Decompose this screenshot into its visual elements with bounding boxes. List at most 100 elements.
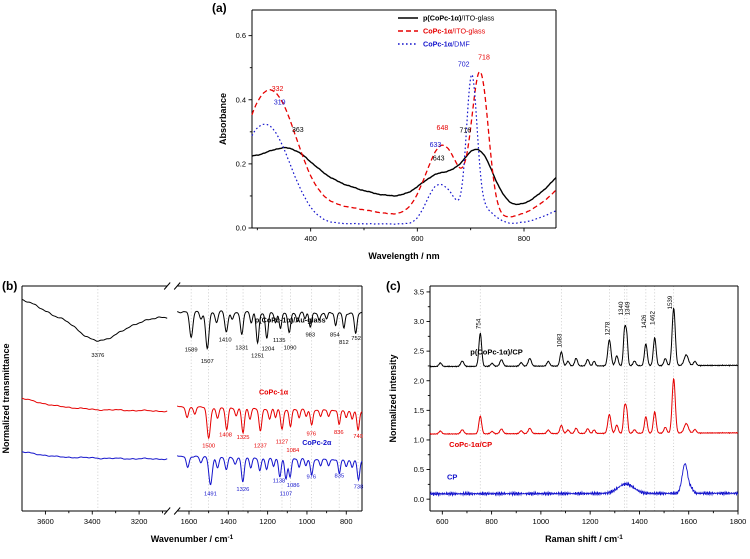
trace-label: p(CoPc-1α)/Au-glass xyxy=(255,316,326,325)
series xyxy=(21,298,363,486)
uvvis-absorbance-chart: 400 600 800 0.0 0.2 0.4 0.6 Wavelength / nm Abso… xyxy=(218,9,557,261)
peak-label: 1237 xyxy=(254,443,267,449)
svg-text:3.5: 3.5 xyxy=(414,288,424,297)
x-axis-label: Wavenumber / cm-1 xyxy=(151,534,234,544)
legend-item-label: CoPc-1α/ITO-glass xyxy=(423,27,486,36)
series-CoPc-1α xyxy=(21,397,363,440)
trace-label: p(CoPc-1α)/CP xyxy=(470,348,523,357)
trace-label: CoPc-2α xyxy=(302,438,332,447)
peak-label: 1331 xyxy=(235,345,248,351)
svg-text:0.5: 0.5 xyxy=(414,465,424,474)
gridlines xyxy=(97,286,359,511)
peak-label: 836 xyxy=(334,430,344,436)
peak-label: 1251 xyxy=(251,354,264,360)
svg-text:1800: 1800 xyxy=(730,517,747,526)
peak-label: 1107 xyxy=(280,492,292,498)
peak-label: 754 xyxy=(475,318,482,329)
y-axis-label: Normalized intensity xyxy=(388,354,398,442)
peak-label: 1491 xyxy=(204,492,217,498)
svg-text:0.0: 0.0 xyxy=(414,495,424,504)
panel-c-label: (c) xyxy=(386,279,401,293)
peak-label: 1278 xyxy=(604,321,611,335)
svg-text:1.5: 1.5 xyxy=(414,406,424,415)
peak-label: 1204 xyxy=(262,346,276,352)
peak-label: 740 xyxy=(353,434,363,440)
panel-a-label: (a) xyxy=(212,1,227,15)
svg-text:1400: 1400 xyxy=(631,517,648,526)
svg-text:1.0: 1.0 xyxy=(414,436,424,445)
svg-text:600: 600 xyxy=(411,234,424,243)
peak-label: 718 xyxy=(478,55,490,62)
svg-text:0.4: 0.4 xyxy=(236,95,246,104)
peak-label: 976 xyxy=(306,432,316,438)
peak-label: 752 xyxy=(351,336,361,342)
peak-label: 1084 xyxy=(286,448,300,454)
series-CP xyxy=(429,463,739,497)
peak-label: 983 xyxy=(305,333,315,339)
svg-text:1200: 1200 xyxy=(259,517,276,526)
peak-label: 854 xyxy=(330,333,340,339)
legend: p(CoPc-1α)/ITO-glass CoPc-1α/ITO-glass CoP… xyxy=(398,14,495,49)
trace-label: CP xyxy=(447,473,457,482)
trace-label: CoPc-1α xyxy=(259,388,289,397)
peak-label: 1325 xyxy=(237,435,250,441)
series-p(CoPc-1α)/ITO-glass xyxy=(251,146,557,206)
svg-text:800: 800 xyxy=(518,234,531,243)
annotations: 754 1083 1278 1340 1349 1426 1462 1539 p(CoPc-1α… xyxy=(447,295,674,481)
peak-label: 1349 xyxy=(624,301,631,315)
peak-label: 976 xyxy=(306,475,316,481)
svg-text:1000: 1000 xyxy=(299,517,316,526)
axes: 400 600 800 0.0 0.2 0.4 0.6 Wavelength / nm Abso… xyxy=(218,9,557,261)
svg-text:1600: 1600 xyxy=(680,517,697,526)
peak-label: 1410 xyxy=(219,338,232,344)
peak-label: 319 xyxy=(274,99,286,106)
series-CoPc-1α/CP xyxy=(429,377,739,435)
svg-text:3.0: 3.0 xyxy=(414,317,424,326)
svg-text:800: 800 xyxy=(485,517,498,526)
peak-label: 1083 xyxy=(556,333,563,347)
peak-label: 716 xyxy=(459,127,471,134)
series-CoPc-1α/DMF xyxy=(251,73,557,225)
peak-label: 1090 xyxy=(284,345,297,351)
peak-label: 1135 xyxy=(273,338,285,344)
peak-label: 1589 xyxy=(185,347,198,353)
peak-label: 643 xyxy=(433,156,445,163)
axes: 3600 3400 3200 1600 1400 1200 1000 800 Wavenumbe… xyxy=(1,282,363,544)
series-CoPc-1α/ITO-glass xyxy=(251,71,557,218)
peak-label: 1462 xyxy=(650,311,657,325)
peak-label: 1500 xyxy=(202,444,215,450)
legend-item-label: CoPc-1α/DMF xyxy=(423,40,470,49)
series xyxy=(429,307,739,497)
peak-label: 1086 xyxy=(287,483,300,489)
svg-text:800: 800 xyxy=(340,517,353,526)
svg-text:3400: 3400 xyxy=(84,517,101,526)
peak-label: 1340 xyxy=(618,301,625,315)
peak-label: 1138 xyxy=(273,478,285,484)
peak-label: 332 xyxy=(272,86,284,93)
svg-text:0.2: 0.2 xyxy=(236,159,246,168)
svg-text:1600: 1600 xyxy=(181,517,198,526)
svg-text:3600: 3600 xyxy=(37,517,54,526)
peak-label: 1507 xyxy=(201,359,214,365)
svg-text:3200: 3200 xyxy=(131,517,148,526)
svg-text:0.6: 0.6 xyxy=(236,31,246,40)
peak-label: 702 xyxy=(458,62,470,69)
svg-text:400: 400 xyxy=(304,234,317,243)
peak-label: 1326 xyxy=(236,487,249,493)
peak-label: 363 xyxy=(292,127,304,134)
peak-label: 633 xyxy=(430,142,442,149)
panel-b-label: (b) xyxy=(2,279,18,293)
peak-label: 3376 xyxy=(91,353,104,359)
y-axis-label: Normalized transmittance xyxy=(1,343,11,453)
x-axis-label: Wavelength / nm xyxy=(368,251,439,261)
gridlines xyxy=(479,286,675,511)
y-axis-label: Absorbance xyxy=(218,93,228,145)
trace-label: CoPc-1α/CP xyxy=(449,440,492,449)
legend-item-label: p(CoPc-1α)/ITO-glass xyxy=(423,14,495,23)
raman-intensity-chart: 600 800 1000 1200 1400 1600 1800 0.0 0.5 1.0 1.5 2.… xyxy=(388,285,747,544)
peak-label: 1426 xyxy=(641,314,648,328)
peak-label: 812 xyxy=(339,340,349,346)
svg-text:2.5: 2.5 xyxy=(414,347,424,356)
